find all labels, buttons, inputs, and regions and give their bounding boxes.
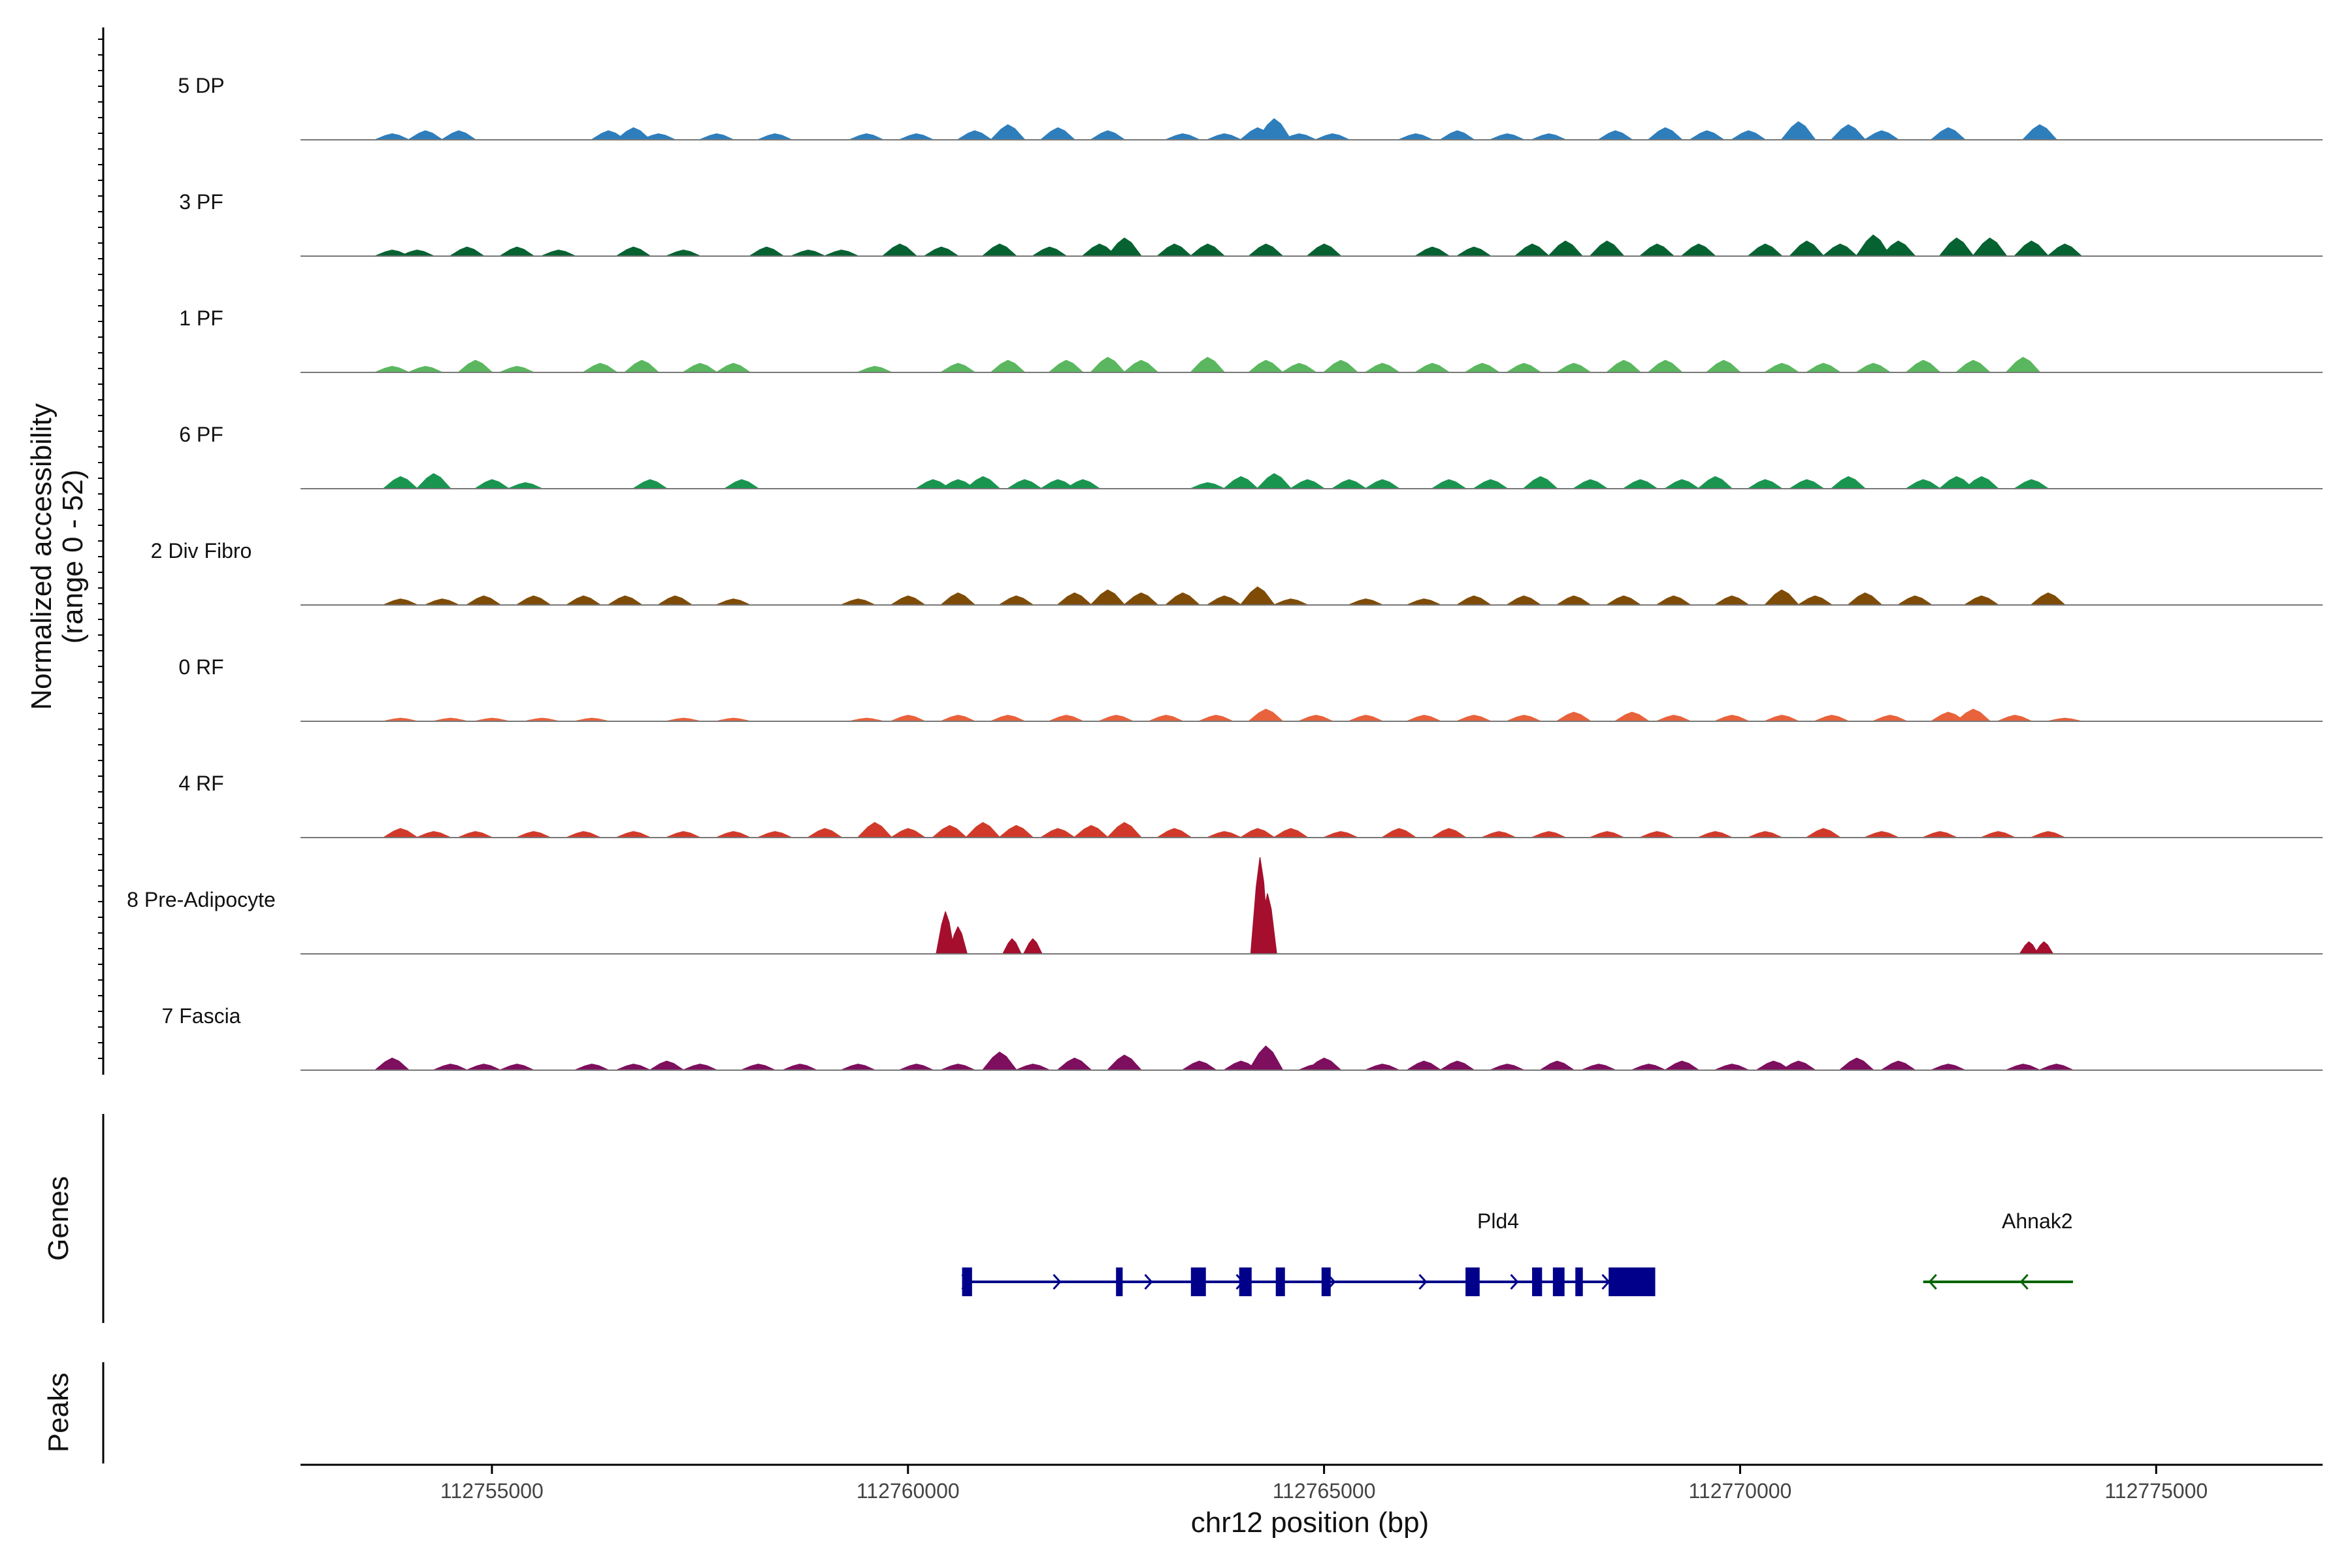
y-axis-title: Normalized accessibility — [25, 403, 57, 710]
track-label: 5 DP — [178, 74, 224, 97]
genes-panel-title: Genes — [42, 1176, 74, 1261]
track-label: 6 PF — [179, 423, 223, 446]
gene-track: Pld4 Ahnak2 — [961, 1209, 2073, 1296]
x-tick-label: 112765000 — [1273, 1479, 1376, 1503]
coverage-area — [383, 473, 2074, 489]
track-4-rf: 4 RF — [178, 772, 2323, 838]
gene-label: Ahnak2 — [2002, 1209, 2073, 1233]
coverage-area — [383, 822, 2074, 838]
strand-arrow — [1144, 1273, 1153, 1290]
strand-arrow — [2019, 1273, 2029, 1290]
track-label: 1 PF — [179, 306, 223, 330]
coverage-area — [387, 857, 2074, 955]
exon — [1575, 1267, 1583, 1296]
track-8-pre-adipocyte: 8 Pre-Adipocyte — [127, 857, 2323, 955]
gene-label: Pld4 — [1477, 1209, 1519, 1233]
exon — [1116, 1267, 1123, 1296]
track-0-rf: 0 RF — [178, 655, 2323, 722]
exon — [1465, 1267, 1480, 1296]
peaks-panel-title: Peaks — [42, 1373, 74, 1452]
coverage-area — [374, 1045, 2074, 1071]
gene-ahnak2: Ahnak2 — [1923, 1209, 2073, 1290]
y-axis — [98, 27, 105, 1075]
coverage-area — [383, 586, 2074, 606]
y-axis-range: (range 0 - 52) — [57, 470, 89, 644]
track-label: 7 Fascia — [162, 1004, 241, 1028]
coverage-area — [374, 118, 2074, 140]
track-label: 8 Pre-Adipocyte — [127, 888, 276, 911]
exon — [1239, 1267, 1252, 1296]
track-label: 0 RF — [178, 655, 223, 679]
track-6-pf: 6 PF — [179, 423, 2323, 489]
track-label: 2 Div Fibro — [151, 539, 252, 563]
strand-arrow — [1053, 1273, 1062, 1290]
exon — [1190, 1267, 1206, 1296]
track-1-pf: 1 PF — [179, 306, 2323, 373]
track-5-dp: 5 DP — [178, 74, 2323, 140]
strand-arrow — [1418, 1273, 1428, 1290]
exon — [1552, 1267, 1565, 1296]
coverage-area — [374, 357, 2074, 373]
x-tick-label: 112775000 — [2104, 1479, 2208, 1503]
exon — [962, 1267, 972, 1296]
x-axis-title: chr12 position (bp) — [1191, 1507, 1429, 1539]
track-2-div-fibro: 2 Div Fibro — [151, 539, 2323, 606]
strand-arrow — [1928, 1273, 1937, 1290]
coverage-tracks: 5 DP 3 PF 1 PF 6 PF 2 Div Fibro 0 RF 4 RF 8 Pre… — [127, 74, 2323, 1071]
exon — [1532, 1267, 1543, 1296]
x-tick-label: 112760000 — [857, 1479, 960, 1503]
track-label: 3 PF — [179, 190, 223, 214]
track-3-pf: 3 PF — [179, 190, 2323, 257]
exon — [1321, 1267, 1331, 1296]
track-label: 4 RF — [178, 772, 223, 795]
coverage-area — [374, 235, 2082, 257]
strand-arrow — [1510, 1273, 1519, 1290]
x-axis-ticks: 112755000 112760000 112765000 112770000 1127… — [440, 1465, 2208, 1503]
gene-pld4: Pld4 — [961, 1209, 1656, 1296]
exon — [1275, 1267, 1285, 1296]
x-tick-label: 112755000 — [440, 1479, 544, 1503]
y-axis-ticks — [98, 39, 103, 1059]
coverage-area — [383, 708, 2082, 722]
x-tick-label: 112770000 — [1689, 1479, 1792, 1503]
x-axis: 112755000 112760000 112765000 112770000 1127… — [301, 1463, 2323, 1503]
track-7-fascia: 7 Fascia — [162, 1004, 2323, 1071]
exon — [1609, 1267, 1656, 1296]
